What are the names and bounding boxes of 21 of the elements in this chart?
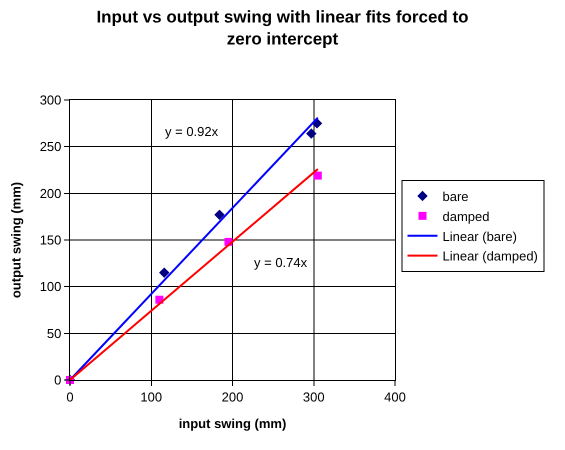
- x-tick-label: 400: [384, 390, 406, 405]
- x-tick-label: 0: [66, 390, 74, 405]
- x-tick-label: 200: [222, 390, 244, 405]
- x-tick-label: 300: [302, 390, 325, 405]
- legend-label: damped: [442, 208, 490, 224]
- legend-label: bare: [442, 189, 469, 204]
- y-axis-title: output swing (mm): [8, 182, 24, 298]
- legend-label: Linear (damped): [442, 248, 538, 264]
- y-tick-label: 300: [40, 92, 62, 108]
- y-tick-label: 50: [46, 326, 62, 341]
- annotation: y = 0.92x: [165, 124, 219, 139]
- x-axis-title: input swing (mm): [178, 416, 286, 432]
- annotation: y = 0.74x: [254, 255, 308, 270]
- y-tick-label: 200: [40, 186, 62, 201]
- y-tick-label: 250: [40, 139, 62, 154]
- y-tick-label: 100: [40, 279, 62, 294]
- x-tick-label: 100: [140, 390, 162, 405]
- chart-title: Input vs output swing with linear fits forced to zero intercept: [96, 8, 469, 49]
- legend-label: Linear (bare): [442, 228, 517, 244]
- y-tick-label: 150: [40, 232, 62, 248]
- y-tick-label: 0: [54, 372, 62, 388]
